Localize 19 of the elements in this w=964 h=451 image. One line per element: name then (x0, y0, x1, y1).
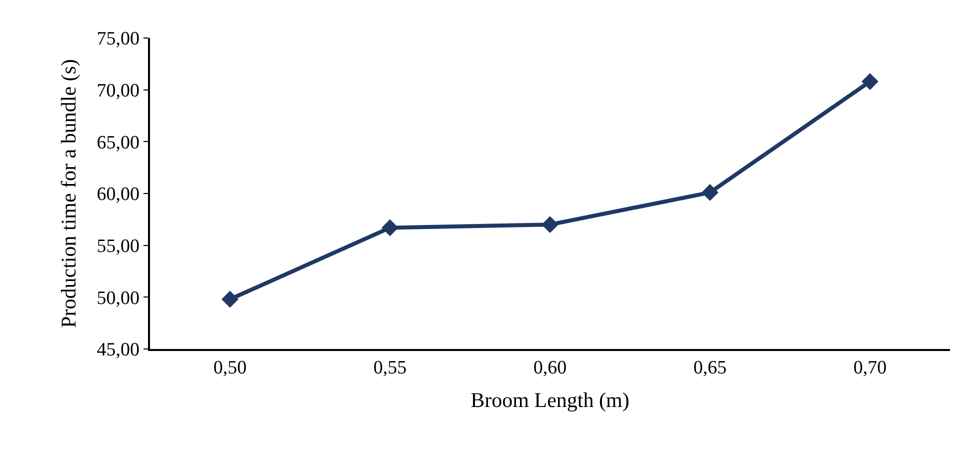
x-tick-label: 0,60 (533, 358, 567, 379)
y-tick-label: 45,00 (96, 340, 140, 361)
y-tick-label: 50,00 (96, 288, 140, 309)
x-tick-label: 0,65 (693, 358, 727, 379)
x-tick-label: 0,55 (373, 358, 407, 379)
point (702, 184, 718, 201)
x-tick-label: 0,50 (213, 358, 247, 379)
point (382, 219, 398, 236)
point (542, 216, 558, 234)
x-axis-title: Broom Length (m) (470, 388, 630, 412)
y-tick-label: 70,00 (96, 80, 140, 102)
y-tick-label: 55,00 (96, 236, 140, 257)
point (222, 290, 238, 308)
y-tick-label: 75,00 (96, 28, 140, 50)
y-tick-label: 65,00 (96, 132, 140, 154)
y-tick-label: 60,00 (96, 184, 140, 206)
point (862, 73, 878, 90)
y-axis-title: Production time for a bundle (s) (56, 59, 80, 328)
x-tick-label: 0,70 (853, 358, 887, 379)
